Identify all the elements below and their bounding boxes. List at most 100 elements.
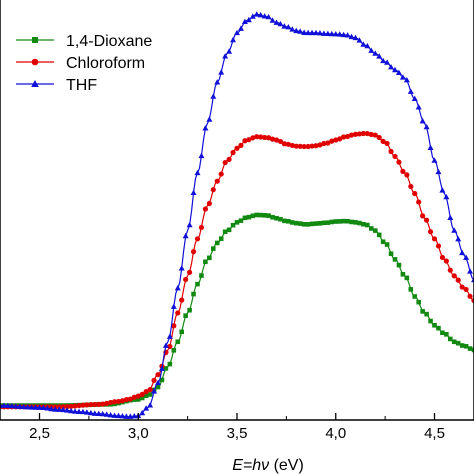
data-point — [305, 29, 312, 36]
data-point — [424, 217, 430, 223]
x-axis-label-nu: ν — [261, 457, 269, 474]
data-point — [384, 140, 390, 147]
data-point — [317, 221, 323, 226]
data-point — [349, 219, 354, 225]
data-point — [158, 365, 165, 371]
series-1-4-dioxane — [0, 212, 474, 408]
data-point — [68, 407, 75, 414]
data-point — [408, 183, 414, 190]
data-point — [467, 268, 474, 274]
data-point — [254, 212, 260, 218]
data-point — [254, 134, 260, 140]
data-point — [282, 218, 287, 224]
data-point — [447, 214, 454, 220]
data-point — [420, 213, 426, 219]
data-point — [415, 104, 422, 110]
data-point — [222, 229, 228, 235]
data-point — [365, 222, 370, 228]
data-point — [194, 236, 201, 242]
data-point — [155, 372, 161, 378]
legend-label: THF — [66, 77, 97, 94]
series-chloroform — [0, 130, 474, 410]
data-point — [448, 336, 453, 342]
data-point — [266, 213, 271, 218]
data-point — [249, 13, 256, 19]
data-point — [313, 221, 319, 226]
data-point — [336, 31, 343, 37]
data-point — [64, 407, 71, 413]
data-point — [210, 187, 216, 193]
data-point — [459, 284, 465, 290]
data-point — [226, 156, 232, 163]
data-point — [463, 343, 469, 349]
data-point — [333, 137, 339, 143]
data-point — [92, 401, 98, 408]
x-axis-label: E=hν (eV) — [232, 457, 304, 474]
data-point — [143, 389, 149, 395]
data-point — [436, 325, 441, 331]
data-point — [467, 293, 473, 299]
data-point — [320, 30, 327, 36]
data-point — [274, 215, 279, 221]
data-point — [423, 123, 430, 130]
data-point — [262, 213, 267, 218]
data-point — [166, 333, 173, 339]
data-point — [147, 392, 153, 397]
x-tick-label: 3,0 — [128, 425, 149, 442]
data-point — [143, 405, 150, 411]
data-point — [190, 189, 197, 196]
data-point — [183, 313, 188, 318]
data-point — [403, 77, 410, 83]
data-point — [214, 178, 220, 184]
data-point — [372, 228, 378, 233]
data-point — [329, 138, 335, 144]
data-point — [261, 13, 268, 19]
data-point — [305, 222, 311, 227]
data-point — [463, 254, 470, 260]
data-point — [84, 402, 90, 408]
x-tick-label: 2,5 — [29, 425, 50, 442]
data-point — [226, 48, 233, 54]
data-point — [123, 413, 130, 419]
data-point — [131, 412, 138, 419]
data-point — [416, 299, 421, 305]
data-point — [337, 136, 343, 142]
data-point — [392, 257, 398, 262]
data-point — [16, 403, 23, 409]
data-point — [0, 402, 7, 408]
data-point — [242, 215, 248, 221]
data-point — [199, 273, 204, 278]
legend: 1,4-Dioxane Chloroform THF — [16, 33, 152, 94]
data-point — [376, 134, 382, 141]
series-thf — [0, 11, 474, 419]
data-point — [262, 134, 268, 141]
data-point — [380, 239, 386, 245]
data-point — [332, 30, 339, 37]
data-point — [364, 130, 370, 137]
data-point — [471, 347, 474, 353]
data-point — [171, 323, 177, 329]
data-point — [187, 269, 193, 275]
data-point — [119, 398, 126, 404]
data-point — [258, 134, 264, 140]
data-point — [107, 411, 114, 418]
data-point — [211, 246, 216, 251]
data-point — [234, 220, 240, 225]
data-point — [135, 397, 141, 402]
data-point — [115, 398, 122, 405]
data-point — [364, 42, 371, 49]
data-point — [68, 403, 74, 409]
data-point — [143, 393, 149, 398]
data-point — [198, 152, 205, 159]
data-point — [266, 135, 272, 141]
data-point — [431, 157, 438, 163]
data-point — [167, 361, 173, 367]
data-point — [289, 142, 295, 149]
data-point — [83, 409, 90, 415]
data-point — [131, 394, 137, 400]
data-point — [440, 330, 445, 336]
data-point — [400, 168, 406, 174]
data-point — [190, 249, 197, 255]
data-point — [72, 408, 79, 414]
data-point — [289, 26, 296, 32]
